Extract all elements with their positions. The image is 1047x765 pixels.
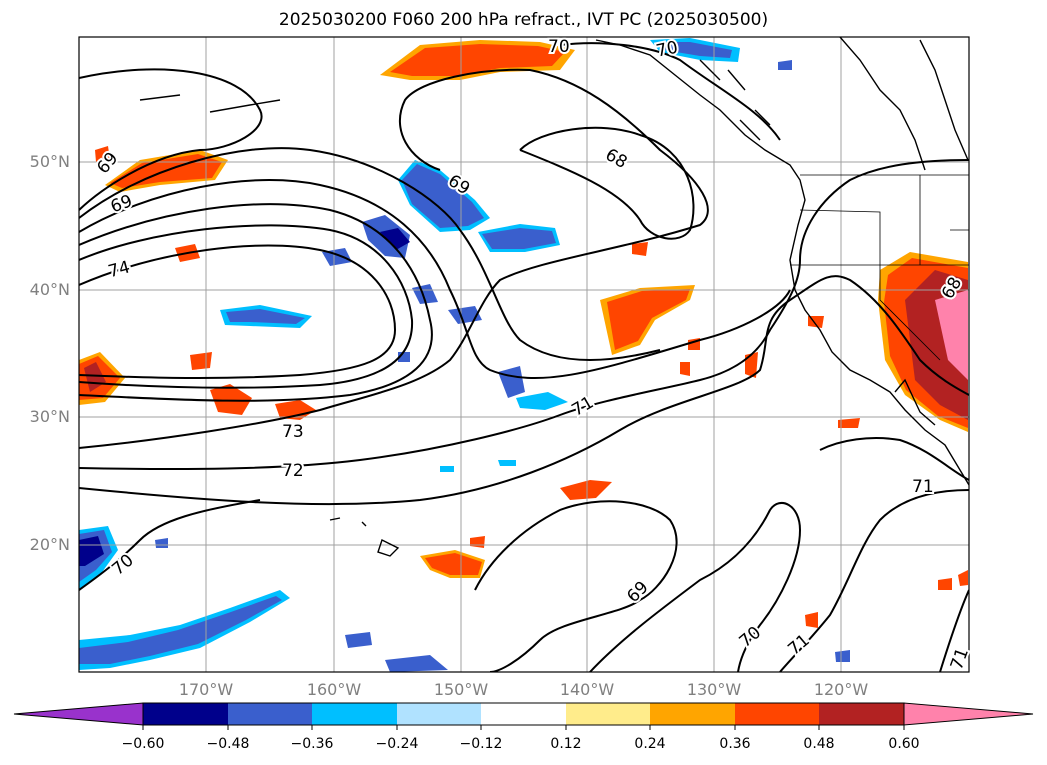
colorbar-bin bbox=[397, 703, 481, 725]
negative-anomaly-fill bbox=[79, 38, 850, 672]
lat-label-40n: 40°N bbox=[29, 280, 70, 299]
map-frame bbox=[78, 36, 970, 673]
colorbar-tick-label: 0.24 bbox=[634, 736, 666, 752]
lon-label-130w: 130°W bbox=[686, 680, 742, 699]
contour-label: 74 bbox=[106, 257, 132, 282]
colorbar-tick-label: 0.48 bbox=[803, 736, 835, 752]
colorbar-tick-label: −0.24 bbox=[375, 736, 419, 752]
lon-label-170w: 170°W bbox=[178, 680, 234, 699]
contour-label: 71 bbox=[912, 477, 934, 497]
positive-anomaly-fill bbox=[79, 40, 968, 628]
colorbar-tick-label: 0.60 bbox=[888, 736, 920, 752]
colorbar-tick-label: −0.48 bbox=[206, 736, 250, 752]
colorbar-bin bbox=[228, 703, 312, 725]
colorbar-frame bbox=[142, 702, 905, 726]
state-borders bbox=[790, 174, 969, 361]
lon-label-160w: 160°W bbox=[306, 680, 362, 699]
contour-label: 73 bbox=[282, 422, 304, 442]
contour-label: 70 bbox=[548, 37, 570, 57]
graticule bbox=[79, 37, 969, 672]
coastlines bbox=[139, 37, 969, 557]
colorbar-extend-right bbox=[903, 702, 1034, 726]
colorbar-bin bbox=[650, 703, 735, 725]
colorbar-tick-label: −0.36 bbox=[290, 736, 334, 752]
colorbar-tick-label: −0.12 bbox=[459, 736, 503, 752]
colorbar-tick-label: 0.12 bbox=[550, 736, 582, 752]
lon-label-140w: 140°W bbox=[559, 680, 615, 699]
contour-label: 68 bbox=[602, 145, 631, 173]
contour-label: 72 bbox=[282, 461, 304, 481]
colorbar-bin bbox=[481, 703, 566, 725]
colorbar-bin bbox=[566, 703, 650, 725]
colorbar-extend-left bbox=[13, 702, 144, 726]
map-title: 2025030200 F060 200 hPa refract., IVT PC… bbox=[278, 10, 769, 30]
colorbar-tick-label: 0.36 bbox=[719, 736, 751, 752]
contour-label: 71 bbox=[784, 630, 813, 659]
lon-label-120w: 120°W bbox=[813, 680, 869, 699]
colorbar-bin bbox=[143, 703, 228, 725]
refractivity-contours bbox=[79, 42, 969, 672]
lon-label-150w: 150°W bbox=[433, 680, 489, 699]
contour-label: 70 bbox=[736, 623, 765, 652]
colorbar bbox=[13, 702, 1034, 730]
lat-label-20n: 20°N bbox=[29, 535, 70, 554]
colorbar-bin bbox=[735, 703, 819, 725]
contour-label: 69 bbox=[623, 578, 652, 607]
lat-label-50n: 50°N bbox=[29, 152, 70, 171]
colorbar-tick-label: −0.60 bbox=[121, 736, 165, 752]
colorbar-bin bbox=[819, 703, 904, 725]
lat-label-30n: 30°N bbox=[29, 407, 70, 426]
colorbar-bin bbox=[312, 703, 397, 725]
